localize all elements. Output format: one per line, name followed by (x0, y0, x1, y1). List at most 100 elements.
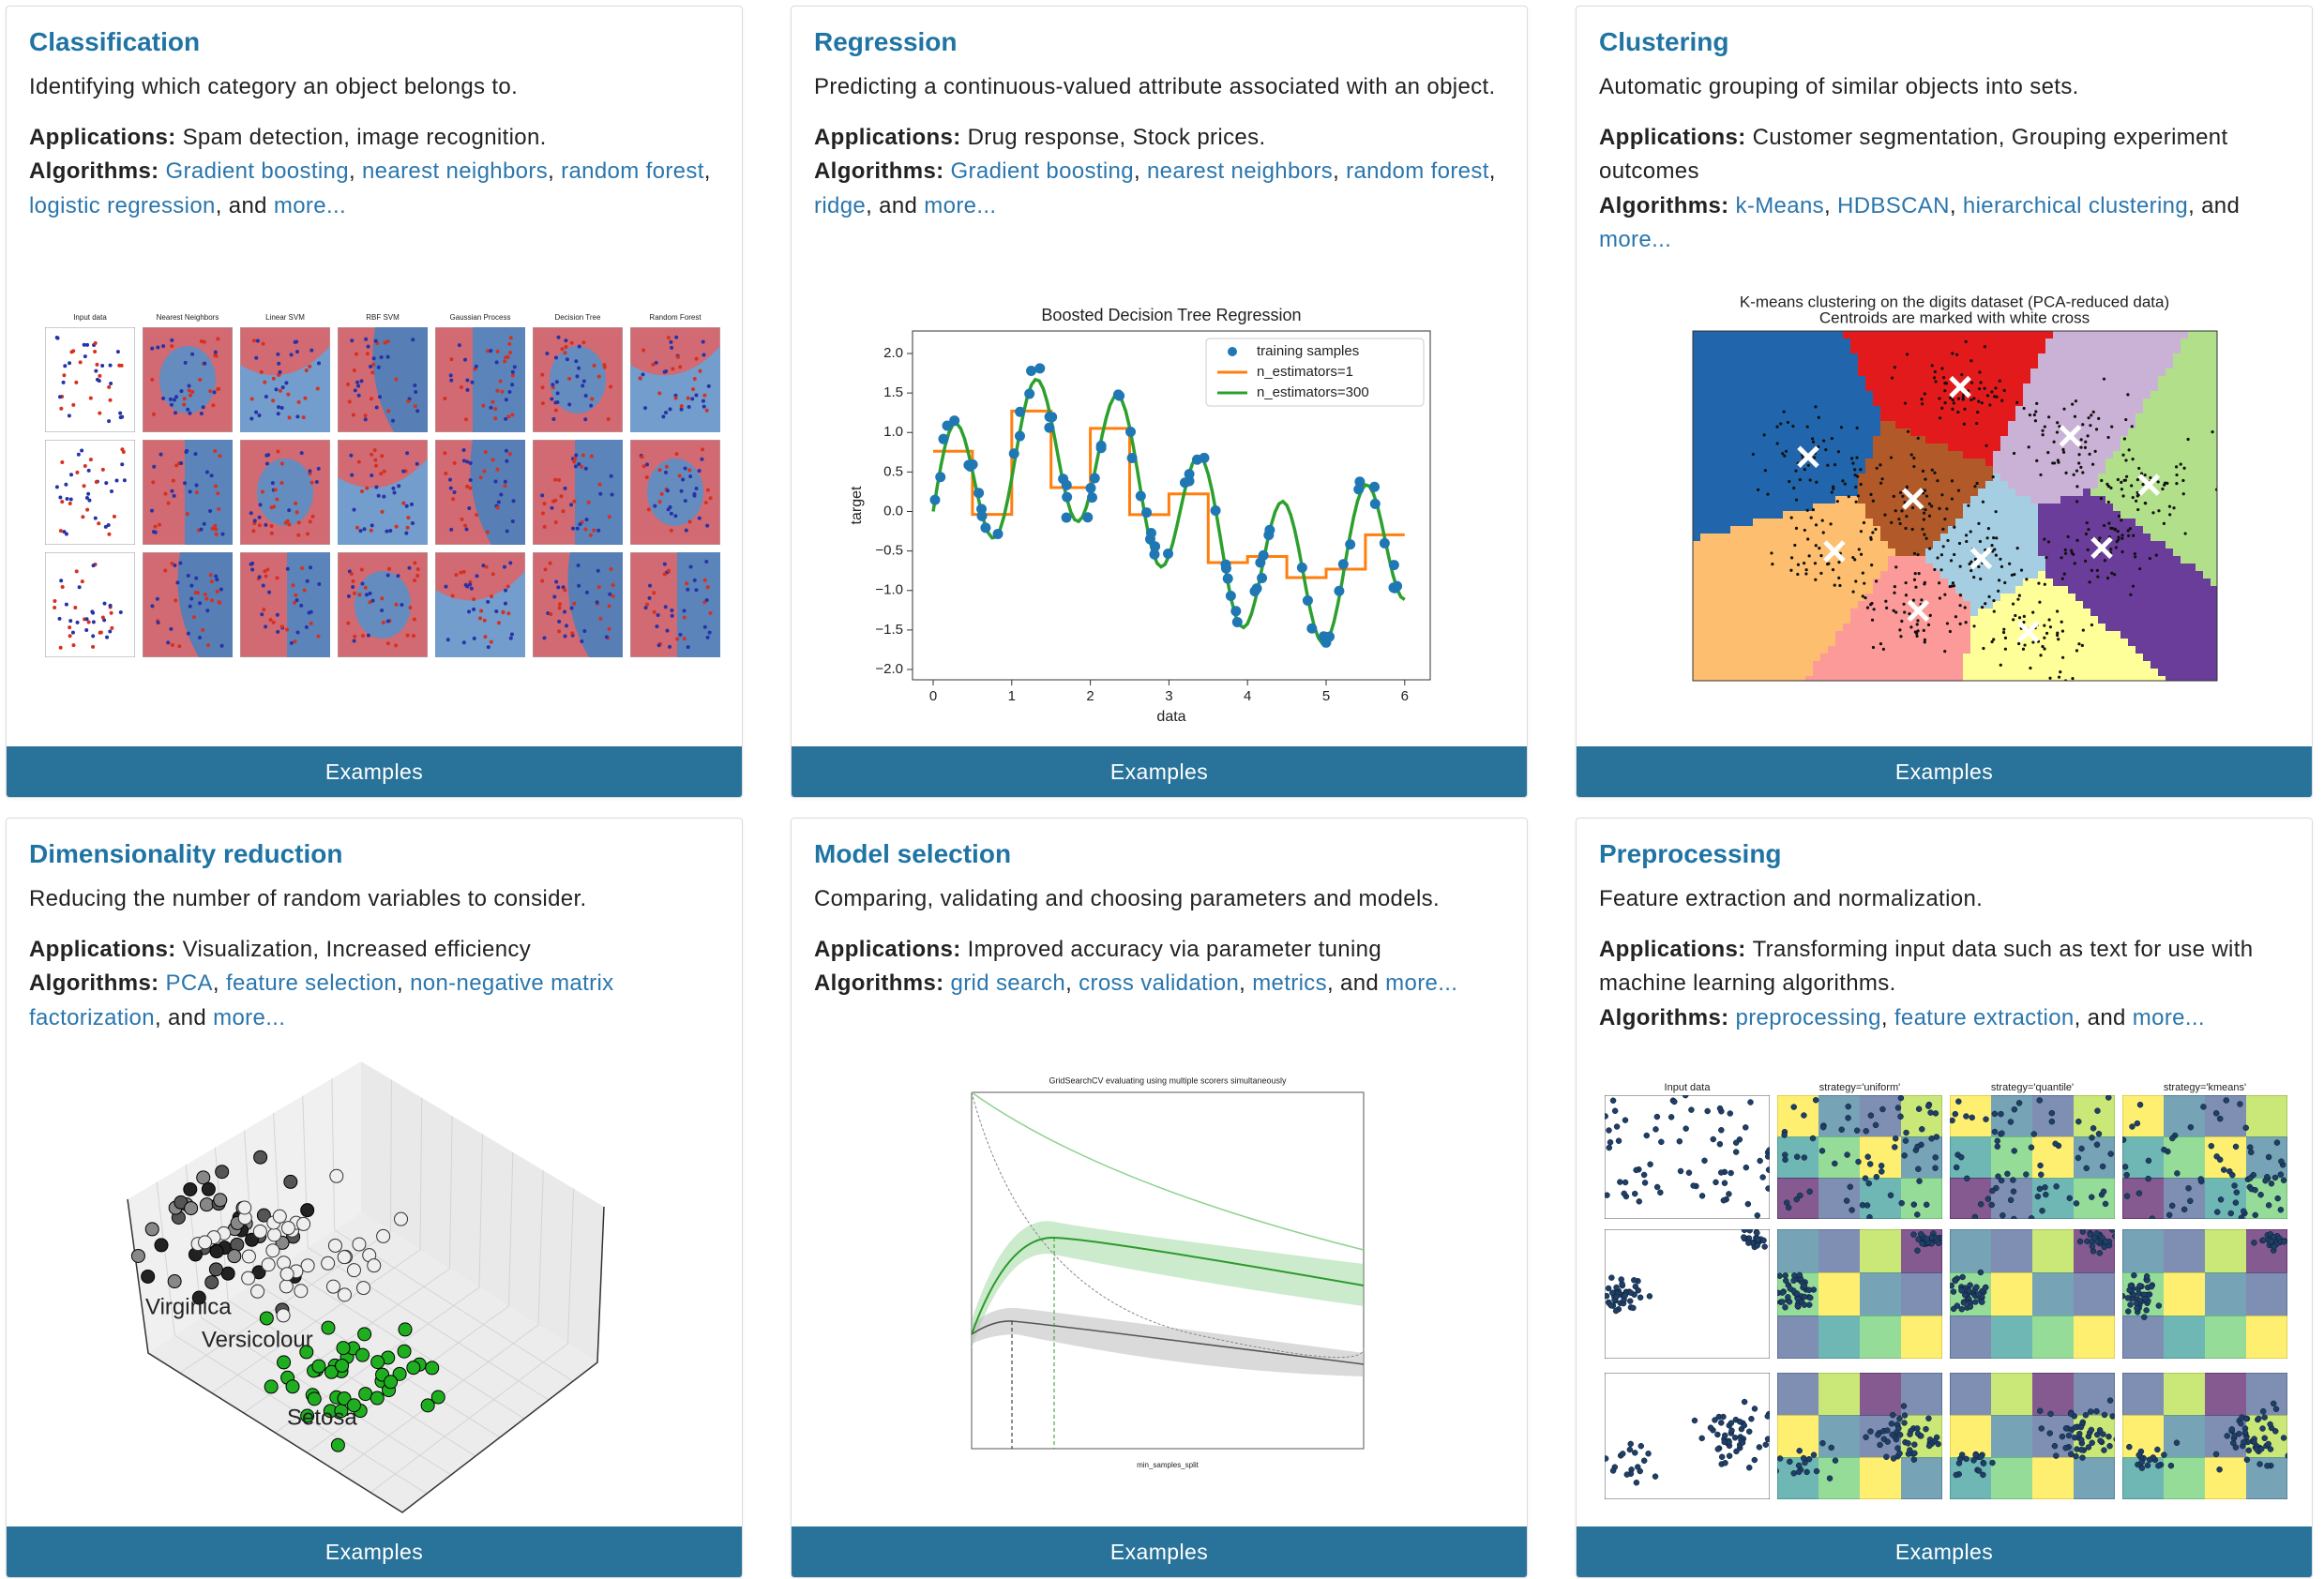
card-title[interactable]: Clustering (1599, 27, 1729, 56)
algorithm-link[interactable]: ridge (814, 192, 867, 218)
point (107, 384, 112, 389)
region-cell (1985, 661, 1994, 669)
algorithm-link[interactable]: k-Means (1735, 192, 1824, 218)
region-cell (2060, 338, 2069, 347)
algorithm-link[interactable]: logistic regression (29, 192, 216, 218)
region-cell (1828, 571, 1836, 579)
region-cell (1813, 451, 1821, 459)
region-cell (2038, 436, 2046, 444)
region-cell (2090, 481, 2099, 489)
region-cell (1693, 459, 1701, 467)
algorithm-link[interactable]: more... (273, 192, 347, 218)
algorithm-link[interactable]: more... (924, 192, 997, 218)
point (2090, 414, 2093, 417)
region-cell (2158, 579, 2166, 587)
sample (1210, 505, 1221, 517)
algorithm-link[interactable]: random forest (1346, 158, 1489, 184)
point (179, 389, 184, 394)
region-cell (2045, 429, 2054, 437)
region-cell (1880, 669, 1889, 677)
region-cell (1948, 481, 1956, 489)
region-cell (1895, 639, 1904, 647)
region-cell (1723, 481, 1731, 489)
region-cell (1745, 338, 1754, 347)
region-cell (1865, 654, 1874, 662)
region-cell (1805, 669, 1814, 677)
region-cell (1993, 541, 2001, 549)
region-cell (2188, 601, 2196, 609)
region-cell (2015, 346, 2024, 354)
point (609, 474, 613, 478)
region-cell (1873, 519, 1881, 527)
point (503, 484, 507, 489)
algorithm-link[interactable]: random forest (561, 158, 704, 184)
region-cell (1940, 586, 1949, 594)
region-cell (1738, 346, 1746, 354)
point (83, 354, 87, 359)
region-cell (2038, 586, 2046, 594)
region-cell (1775, 661, 1784, 669)
point (1827, 562, 1831, 565)
card-title[interactable]: Regression (814, 27, 958, 56)
point (195, 591, 200, 595)
region-cell (1828, 579, 1836, 587)
region-cell (2120, 534, 2129, 542)
region-cell (2000, 526, 2009, 534)
algorithm-link[interactable]: more... (1599, 227, 1672, 252)
point (2025, 578, 2029, 581)
point (687, 519, 692, 524)
region-cell (1940, 541, 1949, 549)
examples-button[interactable]: Examples (792, 746, 1527, 797)
region-cell (1805, 556, 1814, 564)
point (397, 484, 401, 489)
region-cell (1715, 406, 1724, 414)
region-cell (1790, 353, 1799, 362)
region-cell (2196, 346, 2204, 354)
region-cell (1903, 444, 1911, 452)
region-cell (1910, 436, 1919, 444)
region-cell (2128, 669, 2136, 677)
point (189, 583, 194, 588)
point (1805, 425, 1809, 429)
region-cell (1985, 579, 1994, 587)
algorithm-link[interactable]: nearest neighbors (361, 158, 549, 184)
region-cell (1753, 489, 1761, 497)
region-cell (1708, 444, 1716, 452)
card-title[interactable]: Classification (29, 27, 201, 56)
region-cell (1700, 406, 1709, 414)
point (577, 366, 581, 370)
region-cell (2203, 353, 2211, 362)
examples-button[interactable]: Examples (7, 746, 742, 797)
region-cell (1850, 676, 1859, 681)
region-cell (1873, 429, 1881, 437)
region-cell (2128, 631, 2136, 639)
algorithm-link[interactable]: nearest neighbors (1146, 158, 1334, 184)
region-cell (1775, 616, 1784, 624)
algorithm-link[interactable]: Gradient boosting (950, 158, 1134, 184)
point (1972, 624, 1976, 628)
region-cell (1888, 661, 1896, 669)
region-cell (1918, 669, 1926, 677)
point (163, 568, 168, 573)
region-cell (2181, 549, 2189, 557)
region-cell (1985, 368, 1994, 377)
region-cell (2113, 601, 2121, 609)
point (1898, 521, 1902, 526)
point (1940, 406, 1944, 410)
region-cell (1783, 383, 1791, 392)
algorithm-link[interactable]: hierarchical clustering (1962, 192, 2189, 218)
region-cell (2008, 534, 2016, 542)
algorithm-link[interactable]: HDBSCAN (1837, 192, 1950, 218)
algorithm-link[interactable]: Gradient boosting (165, 158, 349, 184)
region-cell (1858, 511, 1866, 519)
point (651, 362, 656, 367)
region-cell (2015, 571, 2024, 579)
region-cell (2038, 511, 2046, 519)
region-cell (2211, 436, 2217, 444)
region-cell (1933, 444, 1941, 452)
region-cell (2181, 646, 2189, 654)
point (486, 645, 490, 650)
region-cell (2075, 579, 2084, 587)
region-cell (1978, 669, 1986, 677)
region-cell (2173, 594, 2181, 602)
